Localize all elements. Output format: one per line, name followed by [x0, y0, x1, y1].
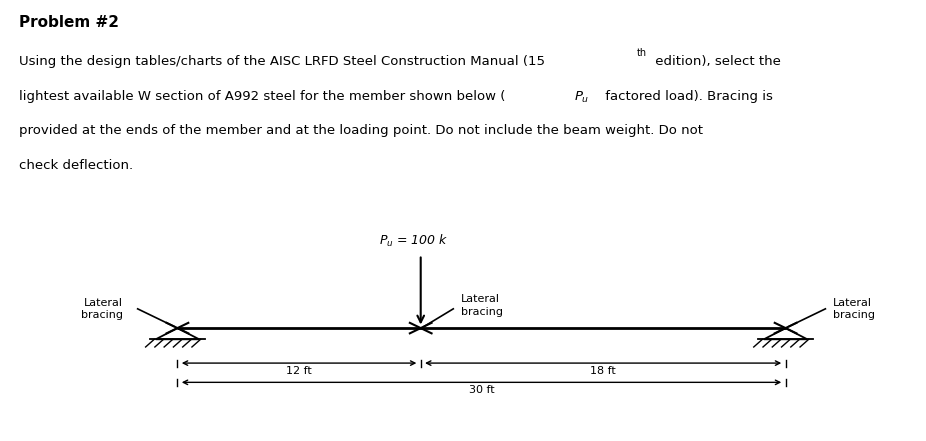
Text: factored load). Bracing is: factored load). Bracing is [601, 90, 772, 103]
Text: edition), select the: edition), select the [652, 56, 782, 68]
Text: 18 ft: 18 ft [590, 366, 616, 376]
Text: Using the design tables/charts of the AISC LRFD Steel Construction Manual (15: Using the design tables/charts of the AI… [19, 56, 544, 68]
Text: lightest available W section of A992 steel for the member shown below (: lightest available W section of A992 ste… [19, 90, 505, 103]
Text: Lateral
bracing: Lateral bracing [81, 298, 123, 320]
Text: provided at the ends of the member and at the loading point. Do not include the : provided at the ends of the member and a… [19, 124, 703, 138]
Text: 12 ft: 12 ft [286, 366, 312, 376]
Text: Lateral
bracing: Lateral bracing [832, 298, 875, 320]
Text: $\it{P}_{\it{u}}$: $\it{P}_{\it{u}}$ [574, 90, 590, 105]
Text: $P_u$ = 100 k: $P_u$ = 100 k [379, 233, 448, 249]
Text: Problem #2: Problem #2 [19, 15, 119, 30]
Text: Lateral
bracing: Lateral bracing [460, 294, 503, 317]
Text: th: th [636, 49, 646, 58]
Text: check deflection.: check deflection. [19, 159, 132, 172]
Text: 30 ft: 30 ft [469, 385, 494, 395]
